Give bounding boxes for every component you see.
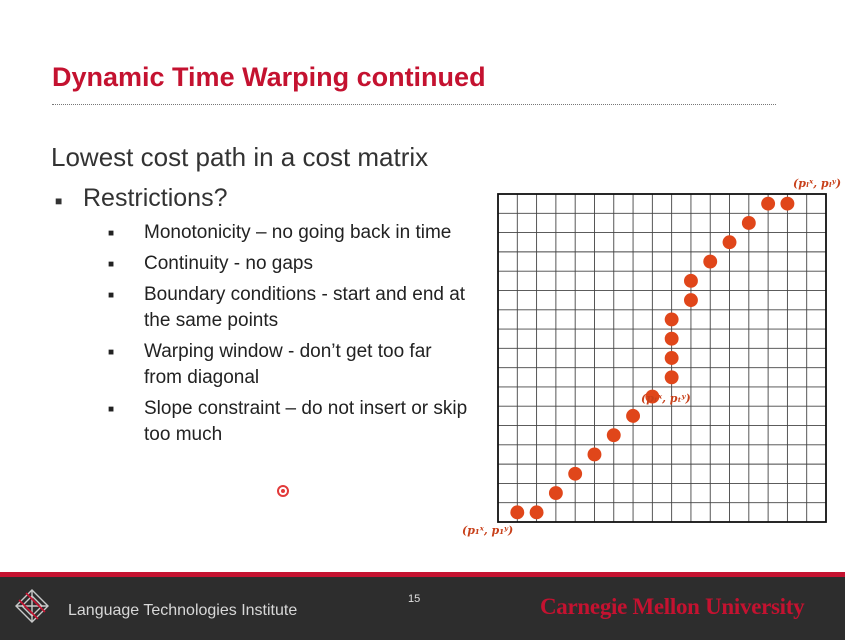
square-bullet-icon: ■ bbox=[108, 347, 115, 358]
list-item: ■ Slope constraint – do not insert or ski… bbox=[108, 396, 468, 448]
square-bullet-icon: ■ bbox=[108, 404, 115, 415]
list-item: ■ Continuity - no gaps bbox=[108, 251, 468, 277]
list-item-text: Boundary conditions - start and end at t… bbox=[144, 284, 466, 331]
lead-text: Lowest cost path in a cost matrix bbox=[51, 142, 429, 172]
institute-name: Language Technologies Institute bbox=[68, 602, 298, 619]
list-item-text: Slope constraint – do not insert or skip… bbox=[144, 398, 468, 445]
grid-border bbox=[497, 193, 827, 523]
warping-path-point bbox=[722, 235, 737, 250]
warping-path-point bbox=[568, 466, 583, 481]
footer-bar: Language Technologies Institute 15 Carne… bbox=[0, 572, 845, 640]
square-bullet-icon: ■ bbox=[108, 228, 115, 239]
title-divider bbox=[52, 104, 776, 105]
list-item: ■ Boundary conditions - start and end at … bbox=[108, 282, 468, 334]
warping-path-point bbox=[664, 331, 679, 346]
square-bullet-icon: ■ bbox=[108, 290, 115, 301]
warping-path-point bbox=[664, 370, 679, 385]
warping-path-point bbox=[645, 389, 660, 404]
warping-path-point bbox=[548, 486, 563, 501]
square-bullet-icon: ■ bbox=[108, 259, 115, 270]
cost-matrix-grid bbox=[497, 193, 827, 523]
warping-path-point bbox=[780, 196, 795, 211]
list-item-text: Warping window - don’t get too far from … bbox=[144, 341, 432, 388]
restrictions-label: Restrictions? bbox=[83, 184, 228, 212]
end-point-label: (pₗˣ, pₗʸ) bbox=[793, 177, 842, 190]
slide-title: Dynamic Time Warping continued bbox=[52, 62, 486, 92]
warping-path-point bbox=[664, 312, 679, 327]
list-item: ■ Warping window - don’t get too far from… bbox=[108, 339, 468, 391]
warping-path-point bbox=[587, 447, 602, 462]
mid-point-label: (pₜˣ, pₜʸ) bbox=[641, 392, 691, 405]
list-item-text: Continuity - no gaps bbox=[144, 253, 313, 274]
start-point-label: (p₁ˣ, p₁ʸ) bbox=[462, 524, 514, 537]
warping-path-point bbox=[741, 215, 756, 230]
list-item-text: Monotonicity – no going back in time bbox=[144, 222, 452, 243]
restrictions-list: ■ Monotonicity – no going back in time ■ C… bbox=[108, 220, 468, 453]
warping-path-point bbox=[703, 254, 718, 269]
warping-path-point bbox=[510, 505, 525, 520]
warping-path-point bbox=[529, 505, 544, 520]
cost-matrix-diagram bbox=[497, 193, 827, 528]
warping-path-point bbox=[683, 273, 698, 288]
list-item: ■ Monotonicity – no going back in time bbox=[108, 220, 468, 246]
laser-pointer-icon bbox=[277, 485, 289, 497]
warping-path-point bbox=[664, 351, 679, 365]
university-wordmark: Carnegie Mellon University bbox=[540, 594, 805, 619]
lti-logo-icon bbox=[15, 589, 49, 623]
page-number: 15 bbox=[408, 593, 421, 605]
footer-accent-line bbox=[0, 572, 845, 577]
warping-path-point bbox=[761, 196, 776, 211]
warping-path-point bbox=[606, 428, 621, 443]
square-bullet-icon: ■ bbox=[55, 194, 63, 208]
warping-path-point bbox=[626, 408, 641, 423]
warping-path-point bbox=[683, 293, 698, 308]
